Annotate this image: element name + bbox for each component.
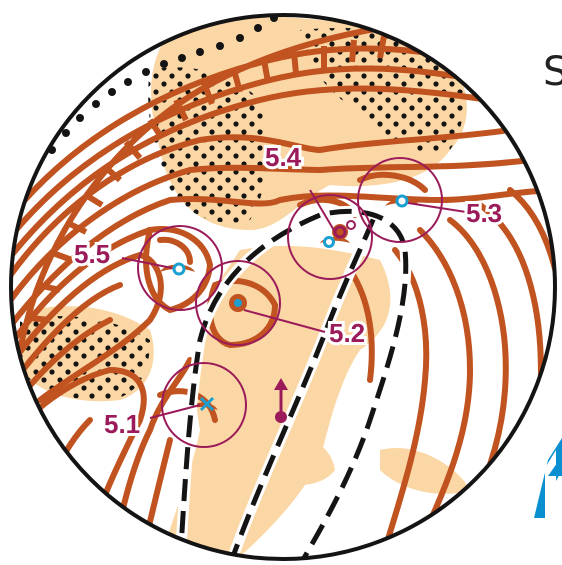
- control-label-5-5: 5.5: [74, 239, 110, 269]
- north-arrow-icon: [534, 438, 562, 520]
- control-circle-5-1[interactable]: [161, 362, 247, 448]
- control-circle-5-2[interactable]: [195, 260, 281, 346]
- water-cross: [199, 396, 215, 412]
- control-label-5-4: 5.4: [265, 142, 302, 172]
- course-overprint: [121, 157, 467, 448]
- corner-letter: S: [543, 49, 562, 95]
- control-circle-5-5[interactable]: [137, 225, 223, 311]
- control-circle-5-4[interactable]: [287, 194, 373, 280]
- control-marker-icon: [333, 220, 356, 239]
- water-features: [172, 194, 409, 307]
- boundary-dots: [48, 15, 278, 154]
- control-label-5-3: 5.3: [466, 198, 502, 228]
- control-circle-5-3[interactable]: [357, 157, 443, 243]
- control-label-5-2: 5.2: [329, 318, 365, 348]
- map-frame: [9, 13, 557, 561]
- start-triangle-icon: [274, 378, 288, 423]
- earth-bank: [17, 22, 401, 351]
- control-label-5-1: 5.1: [104, 409, 140, 439]
- trail-black: [177, 208, 409, 559]
